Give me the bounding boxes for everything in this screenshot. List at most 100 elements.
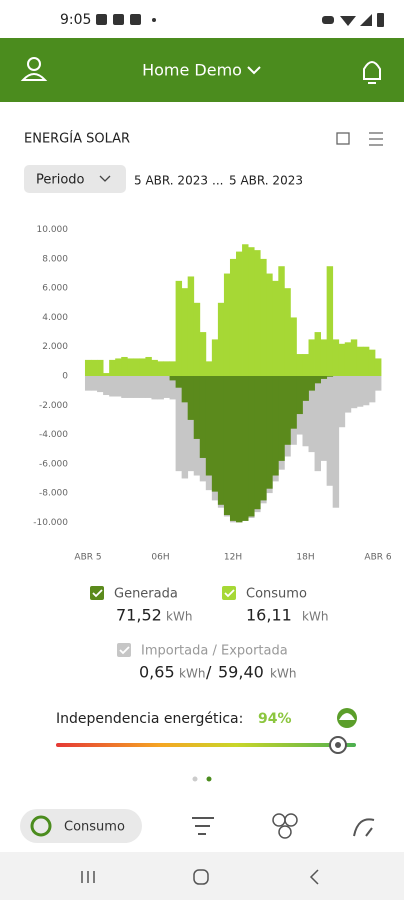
bar xyxy=(217,376,225,505)
bar xyxy=(260,258,267,376)
legend-check xyxy=(224,589,235,598)
bar xyxy=(284,288,291,376)
page-dot[interactable] xyxy=(192,776,198,782)
bar xyxy=(187,276,195,376)
total-separator: / xyxy=(206,663,212,682)
x-tick-label: 06H xyxy=(151,553,169,563)
bar xyxy=(229,376,237,521)
bar xyxy=(181,376,189,403)
bar xyxy=(320,376,328,461)
total-unit: kWh xyxy=(179,667,205,681)
bar xyxy=(223,376,231,516)
bar xyxy=(308,376,315,453)
bar xyxy=(139,376,146,398)
site-selector[interactable]: Home Demo xyxy=(142,61,242,80)
y-tick-label: 10.000 xyxy=(37,225,69,235)
bar xyxy=(374,376,382,391)
status-bar xyxy=(0,0,404,38)
bar xyxy=(175,376,183,472)
date-to[interactable]: 5 ABR. 2023 xyxy=(229,174,303,188)
dropdown-chevron[interactable] xyxy=(247,66,261,75)
y-tick-label: -6.000 xyxy=(39,459,68,469)
independence-icon xyxy=(337,708,357,728)
independence-label: Independencia energética: xyxy=(56,711,243,727)
bar xyxy=(169,376,177,400)
bar xyxy=(368,376,376,403)
bar xyxy=(109,376,116,397)
total-value: 0,65 xyxy=(139,663,175,682)
legend-label[interactable]: Consumo xyxy=(246,587,307,602)
legend-swatch[interactable] xyxy=(117,643,131,657)
bar xyxy=(278,266,285,376)
nav-icon[interactable] xyxy=(353,818,375,837)
total-value: 71,52 xyxy=(116,606,162,625)
y-tick-label: -2.000 xyxy=(39,401,68,411)
bar xyxy=(260,376,267,501)
bar xyxy=(248,376,255,517)
legend-swatch[interactable] xyxy=(222,586,236,600)
profile-icon[interactable] xyxy=(20,57,48,81)
x-tick-label: ABR 6 xyxy=(364,553,391,563)
period-chevron[interactable] xyxy=(99,175,111,182)
bar xyxy=(314,376,322,472)
menu-icon[interactable] xyxy=(369,132,383,146)
bar xyxy=(362,346,370,376)
y-tick-label: 6.000 xyxy=(42,284,68,294)
bar xyxy=(133,376,140,398)
bar xyxy=(356,346,364,376)
period-button[interactable] xyxy=(24,165,126,193)
bar xyxy=(84,376,92,391)
status-time: 9:05 xyxy=(60,12,91,28)
bar xyxy=(272,376,279,476)
system-home[interactable] xyxy=(193,869,209,885)
nav-consumo-icon[interactable] xyxy=(30,815,52,837)
nav-active-label[interactable]: Consumo xyxy=(64,820,125,835)
date-separator: ... xyxy=(212,174,223,188)
bar xyxy=(91,359,98,376)
period-button-label[interactable]: Periodo xyxy=(36,173,85,188)
system-back[interactable] xyxy=(309,869,319,885)
legend-label[interactable]: Importada / Exportada xyxy=(141,644,288,659)
bar xyxy=(350,339,358,376)
bar xyxy=(236,251,243,376)
x-tick-label: ABR 5 xyxy=(74,553,101,563)
bar xyxy=(205,376,213,476)
nav-active-pill[interactable] xyxy=(20,809,142,843)
bar xyxy=(84,359,92,376)
bar xyxy=(181,376,189,479)
date-from[interactable]: 5 ABR. 2023 xyxy=(134,174,208,188)
bar xyxy=(266,273,273,376)
x-tick-label: 18H xyxy=(296,553,314,563)
y-tick-label: -10.000 xyxy=(33,518,68,528)
export-icon[interactable] xyxy=(336,132,350,145)
page-dot[interactable] xyxy=(206,776,212,782)
bar xyxy=(115,376,122,397)
bar xyxy=(302,354,309,376)
bar xyxy=(193,376,201,439)
system-nav-bar xyxy=(0,852,404,900)
nav-icon[interactable] xyxy=(272,813,298,839)
chart: 10.000 8.000 6.000 4.000 2.000 0 -2.000 -4.000 -… xyxy=(33,225,392,562)
bar xyxy=(332,339,340,376)
bar xyxy=(254,376,261,510)
bar xyxy=(169,376,177,381)
bar xyxy=(338,343,346,376)
notifications-icon[interactable] xyxy=(363,61,381,84)
legend-label[interactable]: Generada xyxy=(114,587,178,602)
total-unit: kWh xyxy=(270,667,296,681)
independence-value: 94% xyxy=(258,711,292,727)
bar xyxy=(326,266,334,376)
nav-icon[interactable] xyxy=(192,817,214,835)
legend-swatch[interactable] xyxy=(90,586,104,600)
bar xyxy=(127,358,134,376)
bar xyxy=(109,359,116,376)
bar xyxy=(278,376,285,461)
system-recents[interactable] xyxy=(81,871,95,883)
bar xyxy=(314,376,322,384)
bar xyxy=(308,376,315,391)
bar xyxy=(187,376,195,420)
bar xyxy=(157,376,164,400)
bar xyxy=(199,332,207,376)
bar xyxy=(175,280,183,376)
